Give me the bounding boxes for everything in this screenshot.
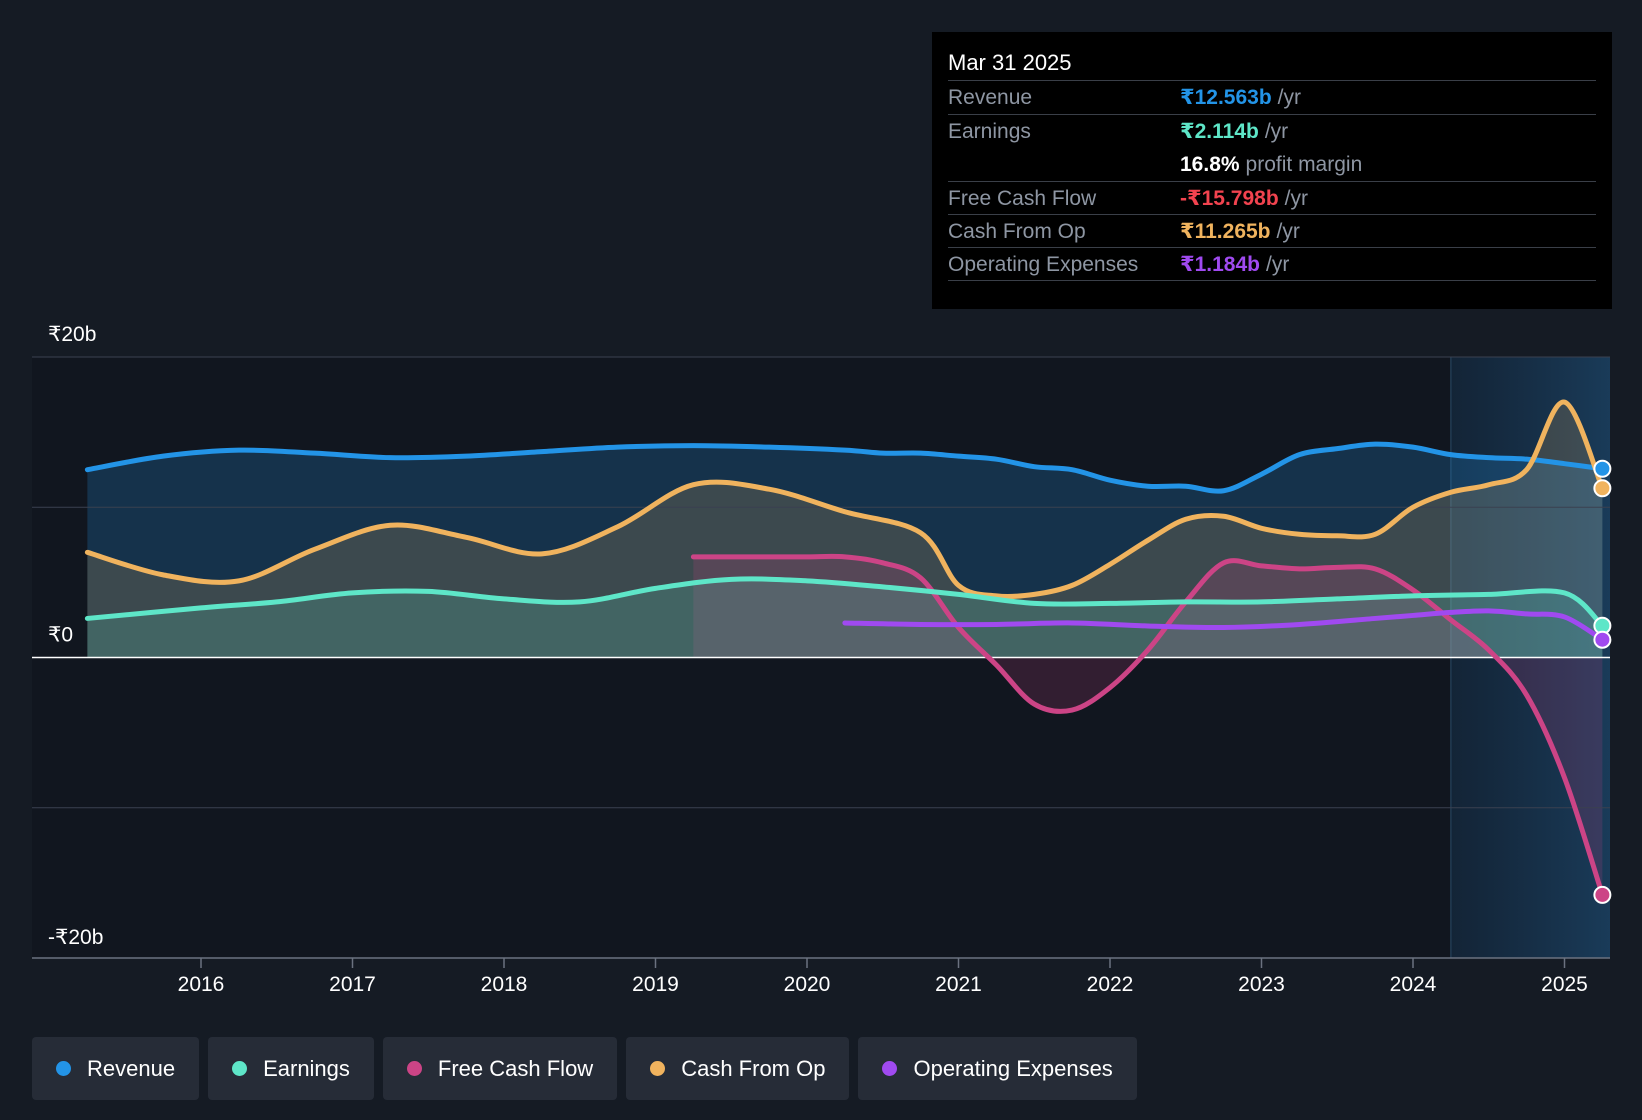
free-cash-flow-area [693, 556, 1603, 895]
free-cash-flow-end-point [1593, 885, 1612, 904]
tooltip-unit: /yr [1277, 86, 1301, 109]
cash-from-op-line [84, 399, 1605, 600]
earnings-line [84, 576, 1605, 629]
tooltip-unit: /yr [1266, 253, 1290, 276]
tooltip-panel: Mar 31 2025 Revenue ₹12.563b /yr Earning… [932, 32, 1612, 309]
legend-label: Cash From Op [681, 1055, 826, 1081]
operating-expenses-line [842, 608, 1605, 643]
tooltip-value: 16.8% [1180, 153, 1240, 176]
tooltip-unit: profit margin [1245, 153, 1363, 176]
y-tick-label: -₹20b [48, 926, 103, 949]
x-tick-label: 2017 [329, 973, 376, 996]
legend-item-earnings[interactable]: Earnings [208, 1037, 374, 1100]
free-cash-flow-line [690, 553, 1605, 898]
tooltip-label: Operating Expenses [948, 253, 1139, 276]
tooltip-value: ₹11.265b [1180, 220, 1271, 243]
x-tick-label: 2019 [632, 973, 679, 996]
legend-label: Free Cash Flow [437, 1055, 594, 1081]
revenue-end-point [1593, 459, 1612, 478]
cash-from-op-end-point [1593, 479, 1612, 498]
legend: Revenue Earnings Free Cash Flow Cash Fro… [32, 1037, 1146, 1100]
tooltip-row-earnings: Earnings ₹2.114b /yr [948, 114, 1596, 148]
y-tick-label: ₹0 [48, 624, 73, 647]
tooltip-row-revenue: Revenue ₹12.563b /yr [948, 80, 1596, 114]
x-tick-label: 2020 [784, 973, 831, 996]
tooltip-value: -₹15.798b [1180, 187, 1279, 210]
legend-item-operating-expenses[interactable]: Operating Expenses [858, 1037, 1137, 1100]
tooltip-label: Earnings [948, 120, 1031, 143]
tooltip-divider [948, 280, 1596, 281]
tooltip-label [948, 148, 1180, 181]
tooltip-label: Cash From Op [948, 220, 1086, 243]
x-tick-label: 2018 [481, 973, 528, 996]
legend-dot-icon [650, 1061, 666, 1076]
tooltip-label: Revenue [948, 86, 1033, 109]
tooltip-row-cash-from-op: Cash From Op ₹11.265b /yr [948, 214, 1596, 247]
tooltip-unit: /yr [1284, 187, 1308, 210]
x-tick-label: 2022 [1087, 973, 1134, 996]
legend-dot-icon [882, 1061, 898, 1076]
legend-dot-icon [56, 1061, 71, 1076]
tooltip-label: Free Cash Flow [948, 187, 1097, 210]
tooltip-value: ₹1.184b [1180, 253, 1260, 276]
legend-label: Revenue [87, 1055, 176, 1081]
x-tick-label: 2024 [1390, 973, 1437, 996]
legend-item-revenue[interactable]: Revenue [32, 1037, 200, 1100]
x-tick-label: 2023 [1238, 973, 1285, 996]
x-tick-label: 2025 [1541, 973, 1588, 996]
legend-label: Earnings [263, 1055, 350, 1081]
tooltip-row-profit-margin: 16.8% profit margin [948, 148, 1596, 181]
legend-label: Operating Expenses [913, 1055, 1113, 1081]
tooltip-date: Mar 31 2025 [948, 50, 1072, 75]
legend-item-free-cash-flow[interactable]: Free Cash Flow [382, 1037, 618, 1100]
legend-dot-icon [406, 1061, 422, 1076]
tooltip-unit: /yr [1264, 120, 1289, 143]
legend-item-cash-from-op[interactable]: Cash From Op [626, 1037, 850, 1100]
tooltip-value: ₹12.563b [1180, 86, 1272, 109]
revenue-line [84, 441, 1605, 494]
legend-dot-icon [232, 1061, 248, 1076]
earnings-area [87, 578, 1603, 658]
tooltip-row-operating-expenses: Operating Expenses ₹1.184b /yr [948, 247, 1596, 280]
y-tick-label: ₹20b [48, 323, 96, 346]
x-tick-label: 2016 [178, 973, 225, 996]
tooltip-row-free-cash-flow: Free Cash Flow -₹15.798b /yr [948, 181, 1596, 214]
tooltip-value: ₹2.114b [1180, 120, 1259, 143]
operating-expenses-end-point [1593, 630, 1612, 649]
x-tick-label: 2021 [935, 973, 982, 996]
tooltip-unit: /yr [1276, 220, 1300, 243]
